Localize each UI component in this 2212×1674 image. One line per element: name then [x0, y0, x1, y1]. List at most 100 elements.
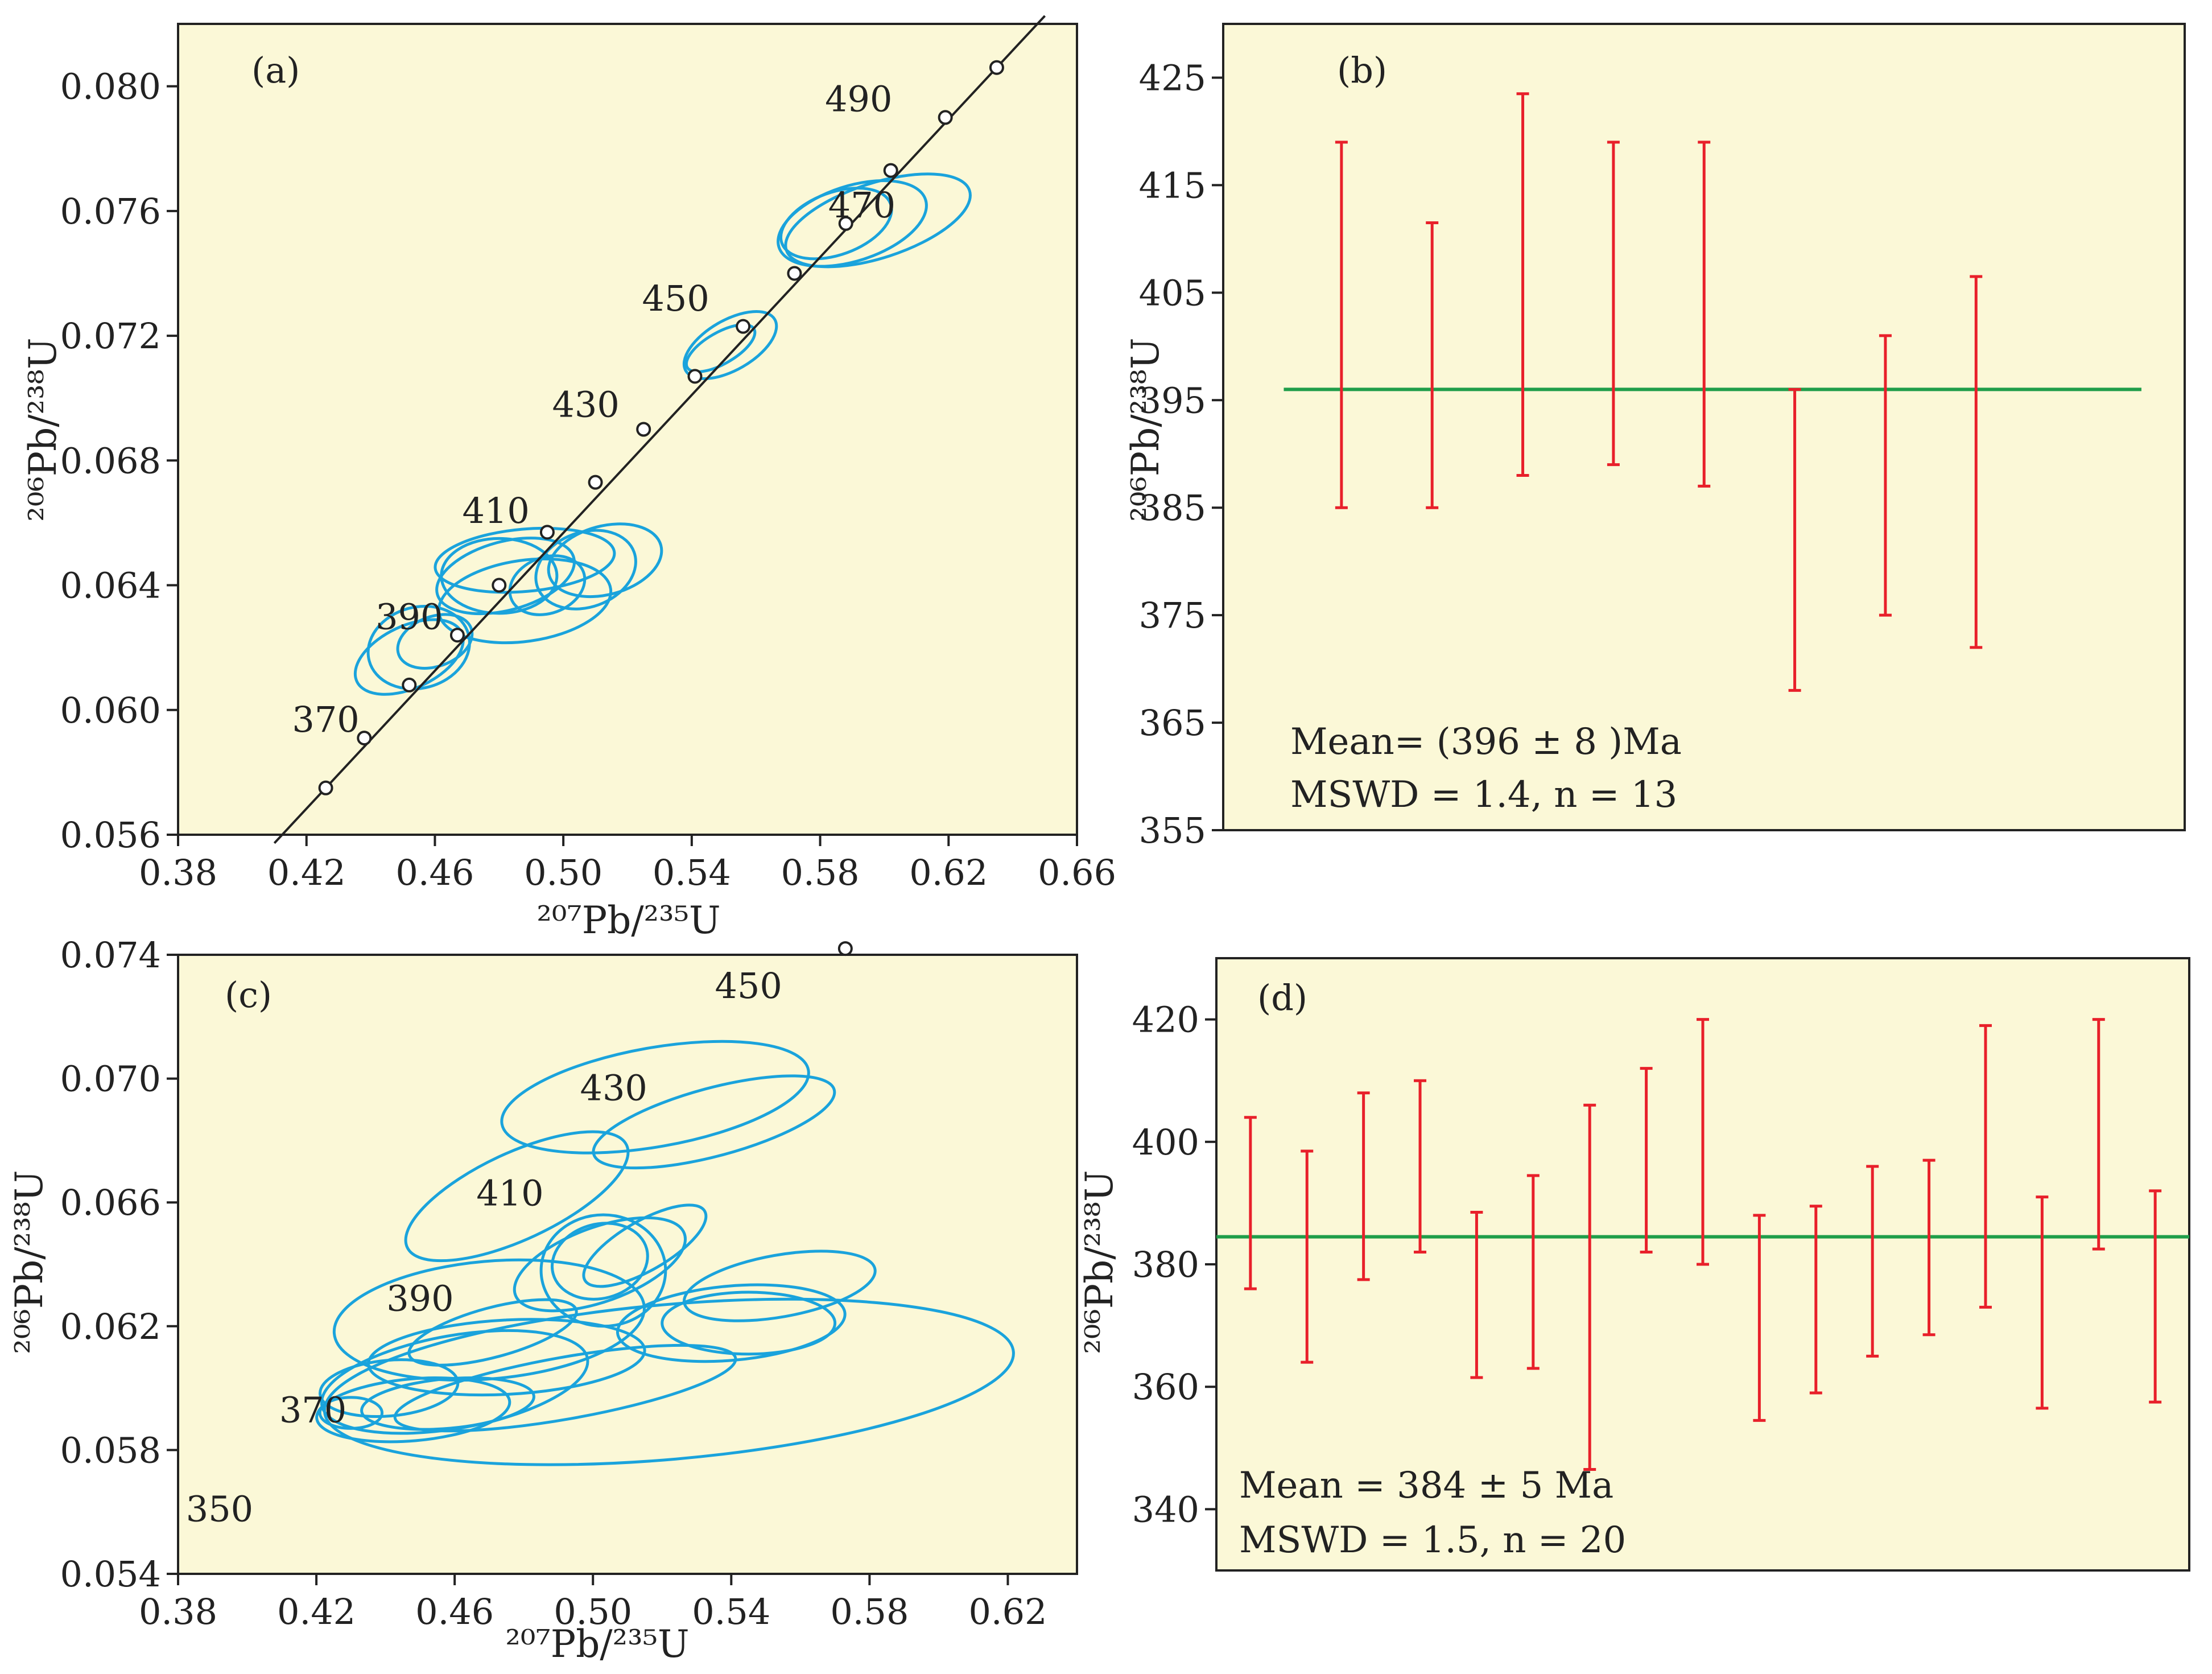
panel-d-error-bar-1: [1244, 1116, 1257, 1290]
panel-c-ellipse-4: [513, 1216, 687, 1313]
panel-a-concordia-marker-15: [989, 60, 1004, 75]
panel-c-concordia-marker-1: [837, 941, 853, 956]
panel-a-x-tick-label: 0.46: [395, 852, 474, 893]
panel-d-y-axis-label: ²⁰⁶Pb/²³⁸U: [1078, 1170, 1121, 1354]
panel-a-age-label-450: 450: [642, 278, 709, 319]
panel-a-y-tick-label: 0.060: [60, 690, 162, 731]
panel-c-ellipse-18: [318, 1396, 384, 1430]
panel-c-age-label-450: 450: [715, 965, 782, 1007]
panel-d-error-bar-6: [1526, 1174, 1540, 1370]
panel-a-x-tick-label: 0.66: [1038, 852, 1116, 893]
panel-a-age-label-430: 430: [552, 384, 619, 426]
panel-a-x-tick-label: 0.58: [781, 852, 860, 893]
panel-c-age-labels: 350 370 390 410 430 450: [186, 965, 782, 1529]
panel-c-ellipse-1: [404, 1130, 630, 1263]
panel-a-concordia-marker-8: [636, 422, 651, 437]
panel-d-error-bar-11: [1809, 1205, 1822, 1395]
panel-a-age-label-490: 490: [825, 78, 892, 119]
panel-a-ellipse-5: [435, 537, 576, 616]
panel-c-ellipse-19: [323, 1297, 1015, 1466]
panel-d-error-bar-15: [2036, 1195, 2049, 1410]
panel-a-ellipse-4: [437, 557, 613, 645]
panel-a-axes: 0.38 0.42 0.46 0.50 0.54 0.58 0.62 0.66 0.056 0.0…: [60, 66, 1117, 893]
panel-b-y-tick-label: 365: [1139, 702, 1206, 744]
panel-c-y-tick-label: 0.070: [60, 1058, 162, 1100]
panel-c-ellipse-9: [407, 1298, 578, 1367]
panel-a-concordia: [273, 15, 1046, 844]
panel-c-y-tick-label: 0.054: [60, 1553, 162, 1595]
panel-a-age-label-470: 470: [828, 184, 895, 226]
panel-d-error-bar-7: [1583, 1103, 1596, 1471]
panel-d-error-bar-12: [1866, 1165, 1879, 1358]
panel-d-axes: 340 360 380 400 420: [1132, 999, 1216, 1530]
panel-b-error-bar-3: [1516, 92, 1529, 477]
panel-a-concordia-marker-10: [736, 319, 751, 334]
panel-a-concordia-marker-5: [492, 578, 507, 593]
panel-a-x-tick-label: 0.54: [653, 852, 731, 893]
panel-d-error-bar-3: [1357, 1091, 1370, 1281]
panel-c-x-axis-label: ²⁰⁷Pb/²³⁵U: [505, 1622, 689, 1666]
panel-d-error-bar-16: [2092, 1018, 2105, 1251]
panel-b-error-bar-8: [1970, 275, 1983, 649]
panel-c-x-tick-label: 0.42: [277, 1591, 356, 1632]
panel-d-error-bars: [1244, 1018, 2162, 1471]
panel-b-y-tick-label: 425: [1139, 57, 1206, 98]
panel-a-ellipse-3: [396, 613, 474, 670]
panel-c-x-tick-label: 0.58: [830, 1591, 909, 1632]
panel-d-error-bar-5: [1470, 1211, 1483, 1379]
panel-a-age-label-410: 410: [462, 490, 529, 531]
panel-a-ellipse-6: [440, 537, 559, 615]
panel-a-concordia-marker-6: [539, 525, 555, 540]
panel-b-y-tick-label: 405: [1139, 272, 1206, 314]
panel-d-y-tick-label: 380: [1132, 1244, 1199, 1285]
panel-c-age-label-390: 390: [386, 1278, 453, 1320]
panel-a-ellipse-15: [779, 187, 893, 261]
panel-b-label: (b): [1337, 50, 1387, 91]
panel-b-axes: 355 365 375 385 395 405 415 425: [1139, 57, 1223, 851]
panel-a-concordia-marker-1: [318, 780, 333, 795]
panel-a-ellipse-13: [777, 179, 928, 268]
panel-a-y-tick-label: 0.072: [60, 315, 162, 357]
panel-a-concordia-marker-11: [787, 266, 802, 281]
panel-d-error-bar-2: [1301, 1149, 1314, 1364]
panel-d-error-bar-4: [1414, 1079, 1427, 1254]
panel-d-y-tick-label: 340: [1132, 1489, 1199, 1530]
panel-c-x-tick-label: 0.54: [692, 1591, 770, 1632]
panel-c-axes: 0.38 0.42 0.46 0.50 0.54 0.58 0.62 0.054 0.058 0.…: [60, 934, 1047, 1632]
panel-c-ellipse-11: [661, 1290, 837, 1356]
panel-b-error-bar-7: [1879, 334, 1892, 617]
panel-a-y-axis-label: ²⁰⁶Pb/²³⁸U: [21, 337, 65, 521]
panel-b-y-tick-label: 395: [1139, 380, 1206, 421]
panel-a-concordia-marker-9: [687, 369, 703, 384]
panel-d-error-bar-17: [2149, 1189, 2162, 1404]
panel-c-ellipse-17: [315, 1376, 511, 1444]
panel-c-ellipse-20: [393, 1343, 737, 1433]
panel-a-concordia-marker-14: [938, 110, 953, 125]
panel-a-ellipse-10: [434, 526, 616, 594]
panel-a-age-label-370: 370: [292, 699, 359, 740]
panel-a-concordia-marker-4: [449, 628, 465, 643]
panel-b-error-bar-1: [1335, 141, 1348, 509]
panel-d-mswd-stat: MSWD = 1.5, n = 20: [1239, 1519, 1626, 1561]
panel-b-mswd-stat: MSWD = 1.4, n = 13: [1290, 774, 1677, 816]
panel-a-y-tick-label: 0.080: [60, 66, 162, 108]
panel-d-error-bar-14: [1979, 1024, 1992, 1309]
panel-b-error-bars: [1335, 92, 1983, 692]
panel-c-y-axis-label: ²⁰⁶Pb/²³⁸U: [7, 1170, 51, 1354]
panel-c-ellipse-3: [500, 1040, 810, 1155]
panel-c-age-label-350: 350: [186, 1489, 253, 1530]
panel-b-error-bar-5: [1698, 141, 1711, 488]
panel-d-mean-stat: Mean = 384 ± 5 Ma: [1239, 1465, 1613, 1507]
panel-c-ellipse-13: [367, 1318, 646, 1397]
panel-a-concordia-marker-2: [357, 731, 372, 746]
panel-b-y-axis-label: ²⁰⁶Pb/²³⁸U: [1124, 337, 1167, 521]
panel-a-plot-area: [177, 23, 1078, 836]
panel-d-label: (d): [1257, 977, 1307, 1019]
panel-a-concordia-curve: [273, 15, 1046, 844]
panel-d-error-bar-9: [1697, 1018, 1709, 1266]
panel-c-x-tick-label: 0.62: [968, 1591, 1047, 1632]
panel-d-error-bar-13: [1922, 1158, 1936, 1337]
panel-a-ellipse-12: [682, 310, 778, 381]
panel-a-concordia-marker-7: [588, 475, 603, 490]
